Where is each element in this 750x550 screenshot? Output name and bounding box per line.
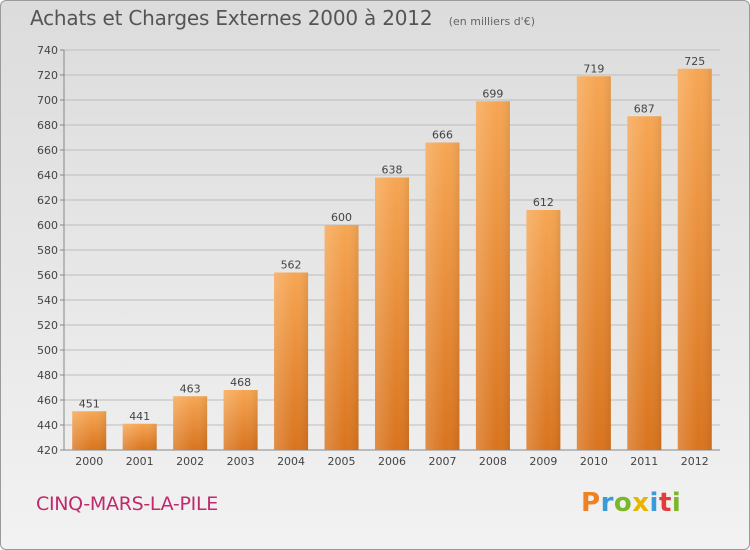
x-tick-label-2001: 2001 (126, 455, 154, 468)
y-tick-label-460: 460 (37, 394, 58, 407)
y-tick-label-740: 740 (37, 44, 58, 57)
y-tick-label-700: 700 (37, 94, 58, 107)
y-tick-label-540: 540 (37, 294, 58, 307)
bar-shade-2009 (526, 210, 561, 450)
bar-shade-2006 (375, 177, 409, 450)
bar-shade-2008 (475, 101, 510, 450)
x-tick-label-2005: 2005 (328, 455, 356, 468)
data-label-2001: 441 (129, 410, 150, 423)
x-tick-label-2009: 2009 (529, 455, 557, 468)
data-label-2000: 451 (79, 397, 100, 410)
bar-shade-2011 (627, 116, 662, 450)
data-label-2005: 600 (331, 211, 352, 224)
x-tick-label-2003: 2003 (227, 455, 255, 468)
data-label-2009: 612 (533, 196, 554, 209)
data-label-2010: 719 (583, 62, 604, 75)
data-label-2007: 666 (432, 129, 453, 142)
chart-subtitle: (en milliers d'€) (448, 15, 535, 28)
bar-shade-2000 (72, 411, 107, 450)
data-label-2006: 638 (382, 164, 403, 177)
bar-shade-2002 (173, 396, 208, 450)
x-tick-label-2000: 2000 (75, 455, 103, 468)
x-tick-label-2011: 2011 (630, 455, 658, 468)
bar-shade-2005 (324, 225, 359, 450)
logo-letter: r (600, 488, 614, 518)
y-tick-label-660: 660 (37, 144, 58, 157)
y-tick-label-420: 420 (37, 444, 58, 457)
y-tick-label-600: 600 (37, 219, 58, 232)
data-label-2002: 463 (180, 382, 201, 395)
y-tick-label-720: 720 (37, 69, 58, 82)
bar-shade-2003 (223, 390, 258, 450)
x-tick-label-2007: 2007 (428, 455, 456, 468)
data-label-2012: 725 (684, 55, 705, 68)
y-tick-label-440: 440 (37, 419, 58, 432)
logo-letter: i (671, 488, 682, 518)
y-tick-label-580: 580 (37, 244, 58, 257)
location-name: CINQ-MARS-LA-PILE (36, 493, 218, 515)
y-tick-label-500: 500 (37, 344, 58, 357)
logo-letter: P (581, 488, 601, 518)
y-tick-label-620: 620 (37, 194, 58, 207)
x-tick-label-2002: 2002 (176, 455, 204, 468)
chart-title-text: Achats et Charges Externes 2000 à 2012 (30, 6, 433, 30)
x-tick-label-2008: 2008 (479, 455, 507, 468)
logo-letter: t (658, 488, 672, 518)
bar-shade-2004 (274, 272, 309, 450)
y-tick-label-480: 480 (37, 369, 58, 382)
bar-shade-2007 (425, 142, 460, 450)
x-tick-label-2012: 2012 (681, 455, 709, 468)
proxiti-logo: Proxiti (581, 488, 681, 518)
data-label-2011: 687 (634, 102, 655, 115)
logo-letter: i (649, 488, 659, 518)
x-tick-label-2006: 2006 (378, 455, 406, 468)
bar-shade-2001 (122, 423, 157, 450)
logo-letter: x (632, 488, 650, 518)
chart-title: Achats et Charges Externes 2000 à 2012 (… (30, 6, 535, 30)
y-tick-label-520: 520 (37, 319, 58, 332)
logo-letter: o (613, 488, 633, 518)
x-tick-label-2004: 2004 (277, 455, 305, 468)
y-tick-label-640: 640 (37, 169, 58, 182)
data-label-2004: 562 (281, 259, 302, 272)
bar-shade-2012 (677, 68, 712, 450)
y-tick-label-560: 560 (37, 269, 58, 282)
y-tick-label-680: 680 (37, 119, 58, 132)
bar-shade-2010 (576, 76, 611, 450)
x-tick-label-2010: 2010 (580, 455, 608, 468)
data-label-2003: 468 (230, 376, 251, 389)
data-label-2008: 699 (482, 87, 503, 100)
